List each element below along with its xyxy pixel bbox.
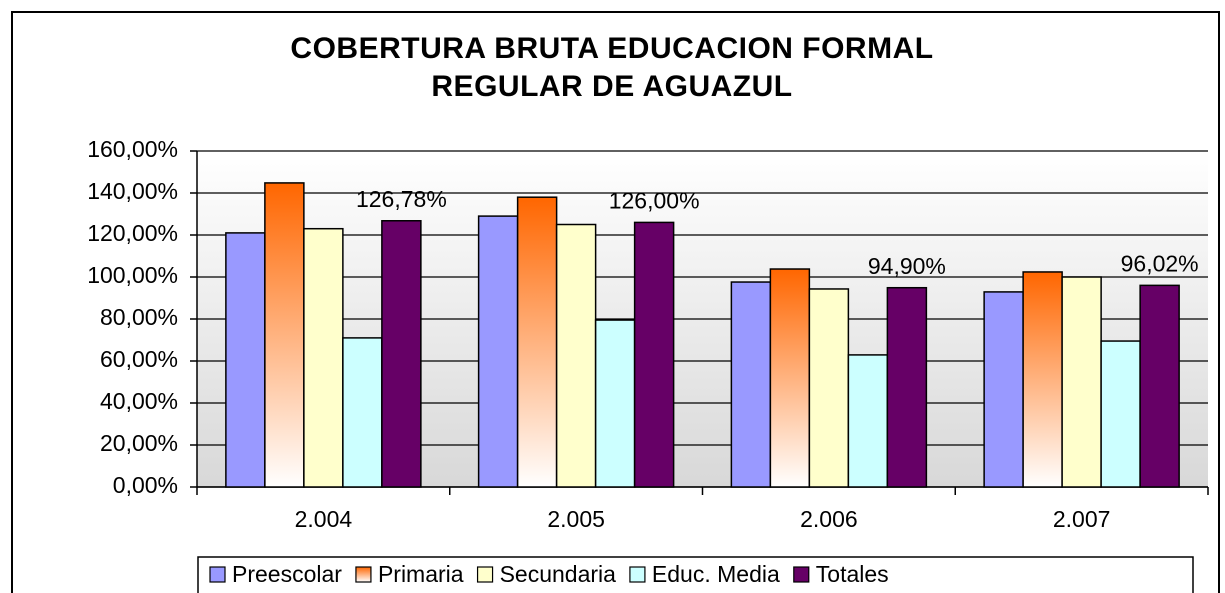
bar — [1139, 284, 1180, 488]
y-tick-label: 40,00% — [100, 388, 178, 414]
chart-title: COBERTURA BRUTA EDUCACION FORMAL — [290, 32, 933, 65]
bar — [983, 291, 1024, 488]
bar — [730, 281, 772, 488]
bar — [381, 220, 422, 488]
bar — [847, 354, 889, 488]
legend-swatch — [355, 566, 372, 583]
x-tick-label: 2.007 — [1053, 506, 1111, 532]
bar — [633, 221, 675, 488]
legend-swatch — [793, 566, 810, 583]
bar — [477, 215, 519, 488]
data-label: 126,78% — [356, 186, 447, 212]
bar — [808, 288, 850, 488]
y-tick-label: 60,00% — [100, 346, 178, 372]
legend-label: Totales — [816, 561, 889, 587]
bar — [769, 268, 811, 488]
legend-label: Educ. Media — [652, 561, 780, 587]
y-tick-label: 160,00% — [87, 136, 178, 162]
legend-label: Preescolar — [232, 561, 342, 587]
bar — [225, 232, 266, 488]
y-tick-label: 120,00% — [87, 220, 178, 246]
bar — [1061, 276, 1102, 488]
y-tick-label: 100,00% — [87, 262, 178, 288]
legend-swatch — [476, 566, 494, 583]
bar — [342, 337, 383, 488]
bar — [516, 196, 558, 488]
x-tick-label: 2.005 — [547, 506, 605, 532]
legend-swatch — [209, 566, 226, 583]
chart-title: REGULAR DE AGUAZUL — [431, 70, 792, 103]
y-tick-label: 0,00% — [113, 472, 178, 498]
y-tick-label: 140,00% — [87, 178, 178, 204]
data-label: 96,02% — [1121, 250, 1199, 276]
bar — [555, 223, 597, 488]
x-tick-label: 2.006 — [800, 506, 858, 532]
legend-label: Secundaria — [500, 561, 617, 587]
legend-label: Primaria — [378, 561, 464, 587]
y-tick-label: 20,00% — [100, 430, 178, 456]
bar — [1100, 340, 1141, 488]
bar — [303, 227, 344, 488]
data-label: 94,90% — [868, 253, 946, 279]
data-label: 126,00% — [609, 187, 700, 213]
x-tick-label: 2.004 — [295, 506, 353, 532]
bar — [264, 182, 305, 488]
bar — [886, 286, 928, 488]
bar — [1022, 271, 1063, 488]
bar — [594, 319, 636, 488]
legend: Preescolar Primaria Secundaria Educ. Media T… — [197, 556, 1194, 593]
y-tick-label: 80,00% — [100, 304, 178, 330]
legend-swatch — [629, 566, 646, 583]
